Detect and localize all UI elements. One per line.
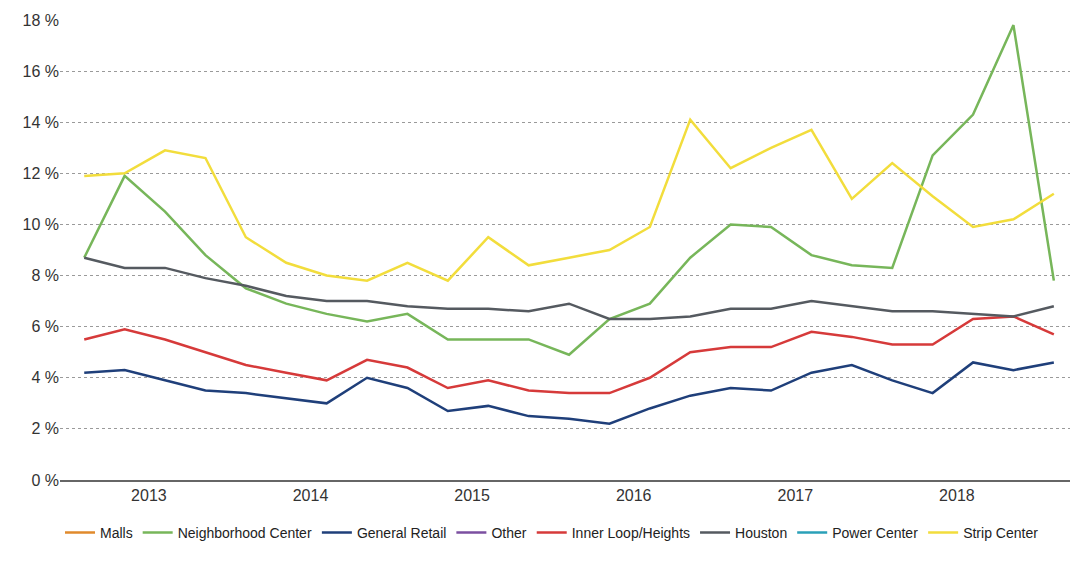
svg-text:18 %: 18 % (23, 12, 59, 29)
svg-text:Power Center: Power Center (832, 525, 918, 541)
svg-text:Malls: Malls (100, 525, 133, 541)
svg-text:0 %: 0 % (31, 472, 59, 489)
svg-text:2018: 2018 (939, 487, 975, 504)
svg-text:2014: 2014 (293, 487, 329, 504)
svg-text:8 %: 8 % (31, 267, 59, 284)
svg-text:Inner Loop/Heights: Inner Loop/Heights (572, 525, 690, 541)
svg-text:Houston: Houston (735, 525, 787, 541)
svg-text:10 %: 10 % (23, 216, 59, 233)
svg-text:Strip Center: Strip Center (963, 525, 1038, 541)
svg-text:2 %: 2 % (31, 420, 59, 437)
svg-text:4 %: 4 % (31, 369, 59, 386)
svg-text:2016: 2016 (616, 487, 652, 504)
svg-text:6 %: 6 % (31, 318, 59, 335)
svg-text:2017: 2017 (777, 487, 813, 504)
svg-text:14 %: 14 % (23, 114, 59, 131)
svg-text:Other: Other (491, 525, 526, 541)
svg-text:Neighborhood Center: Neighborhood Center (178, 525, 312, 541)
svg-text:2013: 2013 (131, 487, 167, 504)
svg-text:16 %: 16 % (23, 63, 59, 80)
svg-text:General Retail: General Retail (357, 525, 447, 541)
svg-text:12 %: 12 % (23, 165, 59, 182)
svg-text:2015: 2015 (454, 487, 490, 504)
